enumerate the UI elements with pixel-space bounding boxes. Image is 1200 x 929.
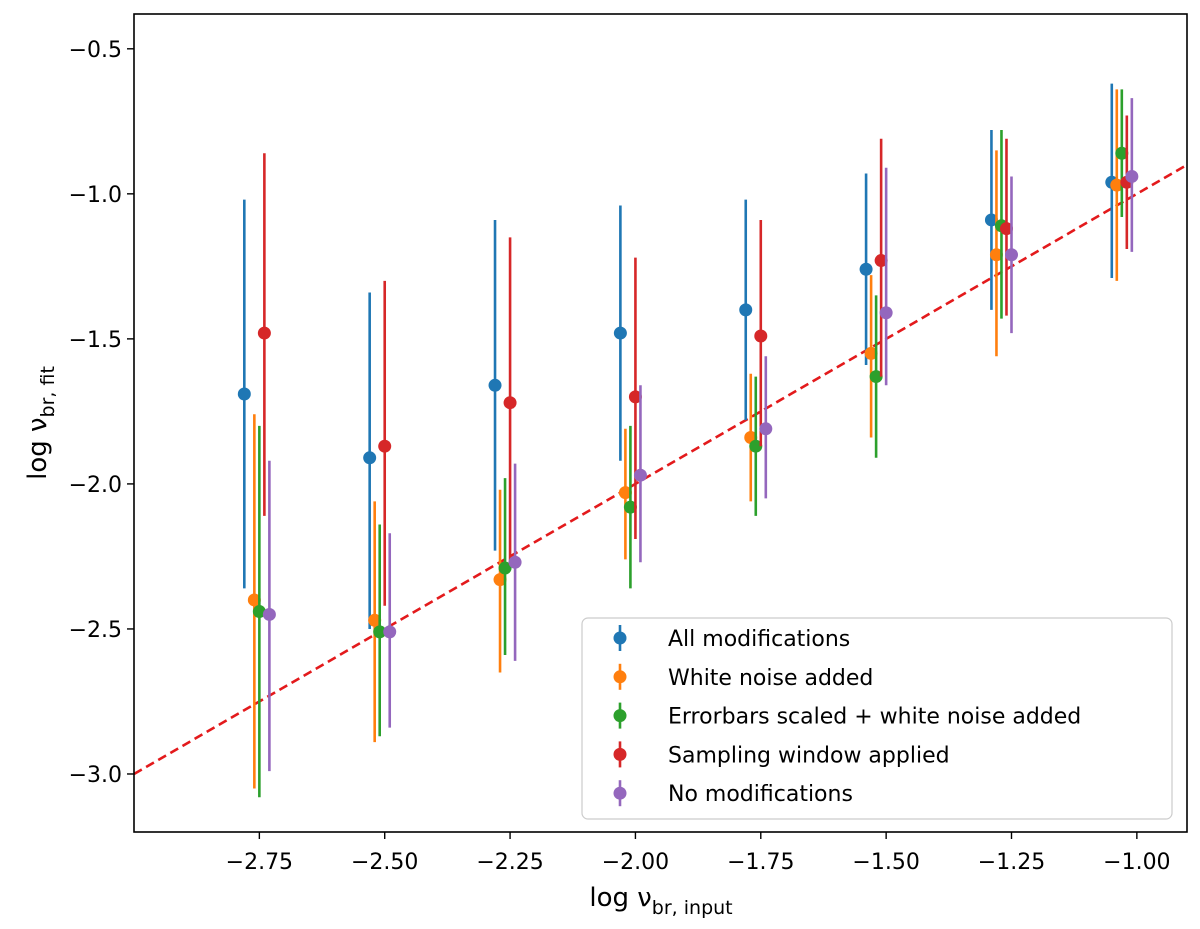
data-point: [247, 593, 261, 607]
series-5: [262, 98, 1139, 772]
y-tick-label: −1.5: [69, 328, 122, 353]
data-point: [739, 303, 753, 317]
x-axis-label-sub: br, input: [652, 897, 733, 919]
data-point: [1110, 178, 1124, 192]
data-point: [633, 468, 647, 482]
x-axis-ticks: −2.75 −2.50 −2.25 −2.00 −1.75 −1.50 −1.25 −1.00: [226, 832, 1171, 875]
series-2: [247, 89, 1124, 789]
data-point: [623, 500, 637, 514]
x-tick-label: −2.00: [602, 850, 669, 875]
data-point: [749, 439, 763, 453]
y-tick-label: −1.0: [69, 183, 122, 208]
data-point: [613, 326, 627, 340]
data-point: [368, 613, 382, 627]
legend-marker-point: [613, 747, 627, 761]
series-layer: [237, 83, 1139, 798]
legend-marker-point: [613, 670, 627, 684]
legend-entry: Sampling window applied: [613, 741, 950, 768]
data-point: [869, 370, 883, 384]
y-axis-label-main: log ν: [23, 417, 53, 479]
data-point: [628, 390, 642, 404]
data-point: [363, 451, 377, 465]
data-point: [383, 625, 397, 639]
x-axis-label: log νbr, input: [589, 883, 732, 919]
x-tick-label: −2.75: [226, 850, 293, 875]
data-point: [378, 439, 392, 453]
data-point: [1115, 146, 1129, 160]
x-tick-label: −1.50: [852, 850, 919, 875]
data-point: [864, 346, 878, 360]
data-point: [999, 222, 1013, 236]
data-point: [498, 561, 512, 575]
data-point: [237, 387, 251, 401]
data-point: [1005, 248, 1018, 262]
x-tick-label: −1.00: [1103, 850, 1170, 875]
legend-label: Sampling window applied: [668, 743, 950, 768]
legend-entry: White noise added: [613, 663, 873, 691]
data-point: [252, 605, 266, 619]
legend-label: All modifications: [668, 627, 850, 652]
data-point: [879, 306, 893, 320]
plot-frame: [133, 13, 1188, 833]
legend-frame: [581, 617, 1173, 820]
legend-label: White noise added: [668, 666, 873, 691]
data-point: [874, 254, 888, 268]
x-tick-label: −2.50: [351, 850, 418, 875]
data-point: [257, 326, 271, 340]
legend-entry: No modifications: [613, 780, 853, 807]
series-3: [252, 89, 1129, 798]
data-point: [262, 607, 276, 621]
x-tick-label: −1.25: [978, 850, 1045, 875]
x-tick-label: −1.75: [727, 850, 794, 875]
y-axis-label: log νbr, fit: [23, 366, 59, 480]
legend: All modifications White noise added Errorb…: [581, 617, 1173, 820]
y-axis-ticks: −3.0 −2.5 −2.0 −1.5 −1.0 −0.5: [69, 38, 134, 788]
data-point: [754, 329, 768, 343]
y-tick-label: −0.5: [69, 38, 122, 63]
data-point: [1125, 169, 1139, 183]
legend-marker-point: [613, 786, 627, 800]
series-4: [257, 115, 1134, 606]
data-point: [859, 262, 873, 276]
y-tick-label: −2.0: [69, 473, 122, 498]
legend-entry: All modifications: [613, 625, 850, 652]
x-tick-label: −2.25: [476, 850, 543, 875]
y-tick-label: −2.5: [69, 618, 122, 643]
data-point: [503, 396, 517, 410]
legend-label: No modifications: [668, 782, 853, 807]
legend-marker-point: [613, 631, 627, 645]
data-point: [508, 555, 522, 569]
x-axis-label-main: log ν: [589, 883, 651, 913]
legend-marker-point: [613, 709, 627, 723]
legend-label: Errorbars scaled + white noise added: [668, 705, 1081, 730]
y-axis-label-sub: br, fit: [37, 366, 59, 417]
data-point: [493, 573, 507, 587]
data-point: [373, 625, 387, 639]
data-point: [989, 248, 1003, 262]
data-point: [759, 422, 773, 436]
series-1: [237, 83, 1119, 629]
data-point: [488, 378, 502, 392]
data-point: [618, 486, 632, 500]
legend-entry: Errorbars scaled + white noise added: [613, 702, 1081, 730]
data-point: [984, 213, 998, 227]
y-tick-label: −3.0: [69, 763, 122, 788]
